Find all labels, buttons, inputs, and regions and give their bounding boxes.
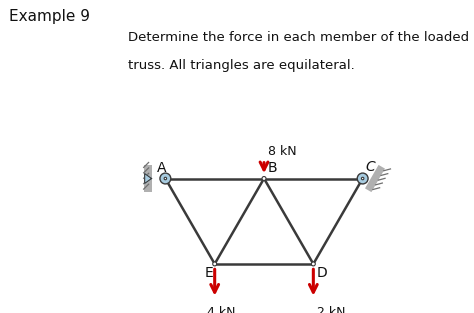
Polygon shape [145,174,152,183]
Text: A: A [156,161,166,175]
Circle shape [361,177,364,180]
Circle shape [160,173,171,184]
Text: 2 kN: 2 kN [317,306,346,313]
Text: C: C [365,160,375,174]
Text: Example 9: Example 9 [9,9,91,24]
Circle shape [164,177,166,180]
Text: D: D [317,266,328,280]
Text: 4 kN: 4 kN [207,306,236,313]
Text: E: E [205,266,214,280]
Circle shape [311,262,315,266]
Text: truss. All triangles are equilateral.: truss. All triangles are equilateral. [128,59,355,73]
Circle shape [213,262,217,266]
Bar [144,165,152,192]
Circle shape [357,173,368,184]
Text: B: B [267,161,277,175]
Text: Determine the force in each member of the loaded: Determine the force in each member of th… [128,31,469,44]
Text: 8 kN: 8 kN [268,145,297,158]
Polygon shape [365,165,385,192]
Circle shape [262,177,266,181]
